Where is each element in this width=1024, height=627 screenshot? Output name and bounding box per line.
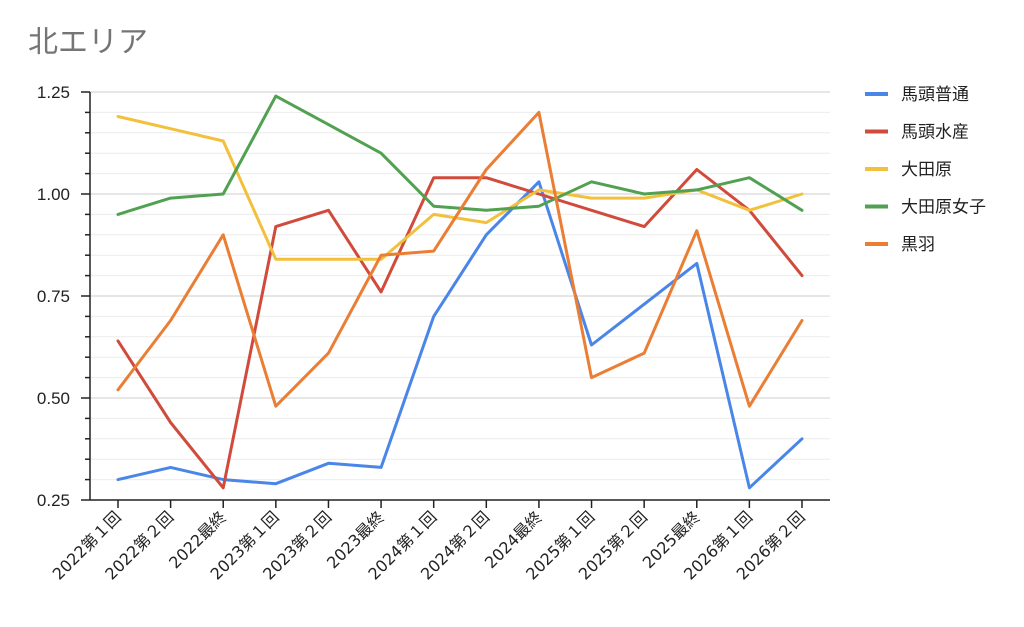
y-tick-label: 0.25 <box>37 491 70 510</box>
series-lines <box>116 94 804 490</box>
legend-label: 馬頭水産 <box>901 123 969 143</box>
legend-label: 大田原 <box>901 160 952 180</box>
y-tick-label: 0.50 <box>37 389 70 408</box>
series-line-4 <box>116 94 804 216</box>
x-axis-tick-labels: 2022第１回2022第２回2022最終2023第１回2023第２回2023最終… <box>49 507 809 583</box>
legend-label: 馬頭普通 <box>901 85 969 105</box>
series-line-5 <box>116 110 804 408</box>
y-tick-label: 1.25 <box>37 83 70 102</box>
chart-title: 北エリア <box>28 25 148 60</box>
y-axis-tick-labels: 0.25 0.50 0.75 1.00 1.25 <box>37 83 70 510</box>
legend-label: 大田原女子 <box>901 198 986 218</box>
gridlines <box>90 91 830 481</box>
y-tick-label: 0.75 <box>37 287 70 306</box>
y-tick-label: 1.00 <box>37 185 70 204</box>
axes <box>81 91 830 508</box>
series-line-1 <box>116 180 804 490</box>
series-line-2 <box>116 168 804 490</box>
legend-label: 黒羽 <box>901 235 935 255</box>
